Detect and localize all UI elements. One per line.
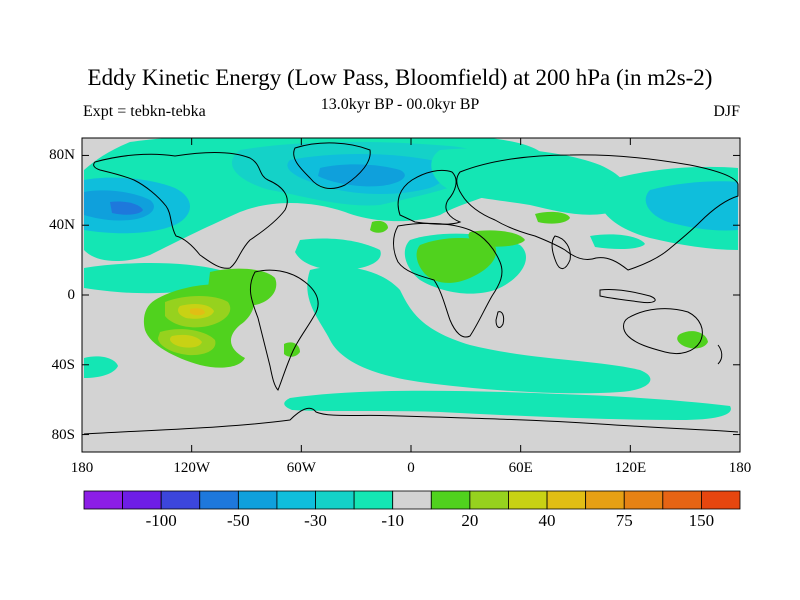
coastline-indonesia — [599, 289, 656, 303]
colorbar-swatch — [353, 490, 394, 510]
map-title: Eddy Kinetic Energy (Low Pass, Bloomfiel… — [87, 65, 713, 90]
contour-region — [416, 237, 497, 283]
contour-region — [170, 334, 202, 348]
contour-region — [110, 201, 143, 215]
contour-region — [645, 181, 738, 231]
time-period-label: 13.0kyr BP - 00.0kyr BP — [320, 96, 480, 113]
colorbar-label: 150 — [688, 511, 715, 530]
coastlines — [83, 142, 739, 435]
colorbar-swatch — [392, 490, 432, 510]
season-label: DJF — [713, 103, 740, 120]
colorbar-swatch — [199, 490, 239, 510]
contour-region — [307, 266, 651, 394]
colorbar-swatch — [546, 490, 587, 510]
coastline-south-america — [249, 269, 319, 391]
colorbar-swatch — [276, 490, 316, 510]
contour-region — [84, 263, 223, 294]
contour-region — [295, 238, 381, 270]
contour-region — [318, 164, 405, 187]
coastline-north-america — [93, 152, 288, 269]
lat-tick-label: 40N — [49, 217, 75, 234]
contour-region — [208, 268, 277, 306]
lat-tick-label: 80S — [51, 426, 75, 443]
coastline-asia — [456, 154, 739, 271]
contour-region — [535, 211, 570, 224]
lon-tick-label: 0 — [407, 460, 415, 476]
contour-region — [284, 390, 731, 420]
colorbar-swatch — [662, 490, 702, 510]
colorbar — [83, 490, 741, 510]
colorbar-swatch — [237, 490, 278, 510]
coastline-australia — [623, 308, 703, 355]
coastline-new-zealand — [717, 344, 723, 365]
lon-tick-label: 60E — [508, 460, 533, 476]
colorbar-swatch — [83, 490, 123, 510]
colorbar-label: -10 — [381, 511, 405, 530]
axis-ticks — [81, 138, 741, 452]
colorbar-swatch — [430, 490, 471, 510]
colorbar-label: 40 — [538, 511, 556, 530]
coastline-africa — [393, 222, 503, 338]
colorbar-swatch — [315, 490, 355, 510]
colorbar-swatch — [122, 490, 162, 510]
lon-tick-label: 180 — [70, 460, 94, 476]
coastline-europe — [397, 169, 462, 225]
colorbar-swatch — [623, 490, 664, 510]
lon-tick-label: 60W — [286, 460, 316, 476]
coastline-antarctica — [83, 407, 739, 435]
contour-region — [468, 230, 525, 247]
lon-tick-label: 180 — [728, 460, 752, 476]
lon-tick-label: 120E — [614, 460, 647, 476]
lon-tick-label: 120W — [173, 460, 210, 476]
experiment-label: Expt = tebkn-tebka — [83, 103, 206, 120]
colorbar-label: -50 — [227, 511, 250, 530]
colorbar-swatch — [508, 490, 548, 510]
coastline-greenland — [293, 142, 371, 189]
coastline-india — [551, 235, 571, 269]
colorbar-label: -100 — [145, 511, 177, 530]
lat-tick-label: 40S — [51, 356, 75, 373]
contour-fill-layer — [84, 138, 738, 420]
lat-tick-label: 0 — [67, 287, 76, 303]
colorbar-label: -30 — [304, 511, 327, 530]
contour-region — [370, 220, 388, 233]
colorbar-label: 20 — [461, 511, 479, 530]
contour-region — [190, 308, 205, 316]
contour-region — [677, 331, 708, 349]
colorbar-swatch — [701, 490, 741, 510]
contour-region — [84, 356, 118, 378]
colorbar-swatch — [469, 490, 509, 510]
lat-tick-label: 80N — [49, 147, 75, 164]
colorbar-swatch — [160, 490, 201, 510]
coastline-madagascar — [495, 311, 505, 328]
contour-region — [590, 234, 645, 249]
colorbar-swatch — [585, 490, 625, 510]
colorbar-label: 75 — [615, 511, 633, 530]
